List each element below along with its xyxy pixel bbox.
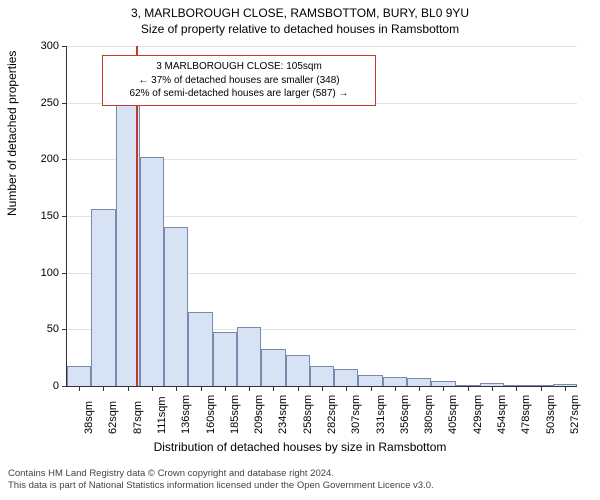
y-tick-label: 200 — [41, 153, 59, 165]
x-tick-label: 38sqm — [83, 401, 95, 434]
x-tick — [541, 386, 542, 391]
x-tick — [371, 386, 372, 391]
bar — [383, 377, 407, 386]
y-tick-label: 150 — [41, 210, 59, 222]
y-tick — [62, 159, 67, 160]
x-tick — [201, 386, 202, 391]
x-tick — [419, 386, 420, 391]
bar — [237, 327, 261, 386]
annotation-line2: ← 37% of detached houses are smaller (34… — [111, 74, 367, 88]
y-tick — [62, 329, 67, 330]
x-tick — [103, 386, 104, 391]
x-tick-label: 429sqm — [472, 395, 484, 434]
x-tick-label: 282sqm — [326, 395, 338, 434]
y-tick-label: 300 — [41, 40, 59, 52]
x-tick — [249, 386, 250, 391]
bar — [261, 349, 285, 386]
x-tick — [443, 386, 444, 391]
x-tick-label: 258sqm — [302, 395, 314, 434]
x-tick-label: 356sqm — [399, 395, 411, 434]
bar — [164, 227, 188, 386]
bar — [358, 375, 382, 386]
y-tick-label: 50 — [47, 323, 59, 335]
footer-line2: This data is part of National Statistics… — [8, 480, 434, 492]
x-tick-label: 87sqm — [132, 401, 144, 434]
bar — [213, 332, 237, 386]
chart-title-block: 3, MARLBOROUGH CLOSE, RAMSBOTTOM, BURY, … — [0, 6, 600, 36]
x-tick-label: 307sqm — [350, 395, 362, 434]
x-tick — [128, 386, 129, 391]
annotation-line1: 3 MARLBOROUGH CLOSE: 105sqm — [111, 60, 367, 74]
annotation-line3: 62% of semi-detached houses are larger (… — [111, 87, 367, 101]
x-tick — [225, 386, 226, 391]
y-tick — [62, 103, 67, 104]
x-tick-label: 136sqm — [180, 395, 192, 434]
x-tick-label: 111sqm — [156, 396, 168, 434]
bar — [91, 209, 115, 386]
x-tick — [346, 386, 347, 391]
bar — [188, 312, 212, 386]
x-tick-label: 527sqm — [569, 395, 581, 434]
x-tick — [322, 386, 323, 391]
annotation-box: 3 MARLBOROUGH CLOSE: 105sqm ← 37% of det… — [102, 55, 376, 106]
x-tick — [468, 386, 469, 391]
x-tick-label: 454sqm — [496, 395, 508, 434]
y-tick — [62, 273, 67, 274]
footer-line1: Contains HM Land Registry data © Crown c… — [8, 468, 434, 480]
bar — [286, 355, 310, 386]
y-tick — [62, 216, 67, 217]
x-tick — [273, 386, 274, 391]
y-tick — [62, 46, 67, 47]
x-tick — [565, 386, 566, 391]
x-tick — [492, 386, 493, 391]
bar — [67, 366, 91, 386]
x-tick — [152, 386, 153, 391]
footer-text: Contains HM Land Registry data © Crown c… — [8, 468, 434, 492]
x-tick-label: 234sqm — [277, 395, 289, 434]
x-tick-label: 478sqm — [520, 395, 532, 434]
x-tick-label: 62sqm — [107, 401, 119, 434]
bar — [407, 378, 431, 386]
chart-title-line2: Size of property relative to detached ho… — [0, 22, 600, 36]
x-tick — [79, 386, 80, 391]
bar — [140, 157, 164, 386]
x-tick-label: 331sqm — [375, 395, 387, 434]
x-tick-label: 405sqm — [447, 395, 459, 434]
x-tick-label: 160sqm — [205, 395, 217, 434]
y-tick — [62, 386, 67, 387]
x-tick — [516, 386, 517, 391]
x-tick-label: 185sqm — [229, 395, 241, 434]
bar — [310, 366, 334, 386]
y-tick-label: 250 — [41, 97, 59, 109]
bar — [334, 369, 358, 386]
x-tick — [298, 386, 299, 391]
x-tick-label: 380sqm — [423, 395, 435, 434]
x-tick — [395, 386, 396, 391]
y-tick-label: 100 — [41, 267, 59, 279]
chart-title-line1: 3, MARLBOROUGH CLOSE, RAMSBOTTOM, BURY, … — [0, 6, 600, 20]
x-tick-label: 503sqm — [545, 395, 557, 434]
x-axis-title: Distribution of detached houses by size … — [0, 440, 600, 454]
x-tick-label: 209sqm — [253, 395, 265, 434]
x-tick — [176, 386, 177, 391]
gridline — [67, 46, 577, 47]
y-axis-title: Number of detached properties — [5, 51, 19, 216]
y-tick-label: 0 — [53, 380, 59, 392]
